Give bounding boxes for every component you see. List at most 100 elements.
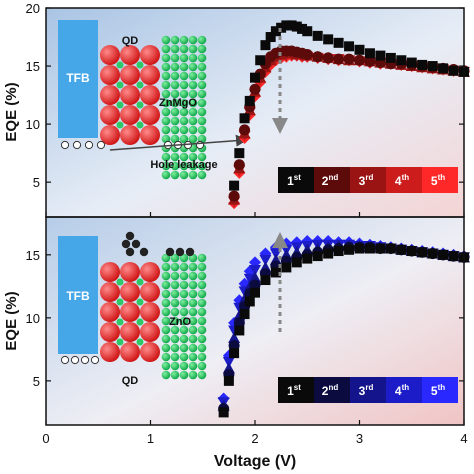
qd-particle — [140, 322, 160, 342]
etl-nanoparticle — [197, 125, 207, 135]
etl-nanoparticle — [188, 361, 198, 371]
data-point-top-1st-20 — [364, 48, 375, 59]
legend-swatch-4th — [386, 167, 422, 193]
zno-layer — [161, 253, 207, 380]
legend-swatch-1st — [278, 377, 314, 403]
etl-nanoparticle — [170, 98, 180, 108]
qd-interstitial-dot — [116, 278, 124, 286]
etl-nanoparticle — [179, 262, 189, 272]
etl-nanoparticle — [188, 44, 198, 54]
data-point-top-1st-9 — [276, 22, 287, 33]
data-point-bottom-1st-15 — [344, 244, 355, 255]
data-point-bottom-1st-0 — [218, 407, 229, 418]
tfb-label-bottom: TFB — [66, 289, 90, 303]
etl-nanoparticle — [170, 307, 180, 317]
electron-dot — [185, 247, 195, 257]
legend-label-5th: 5th — [431, 173, 445, 188]
qd-interstitial-dot — [116, 298, 124, 306]
etl-nanoparticle — [170, 116, 180, 126]
top-device-schematic: TFB QD ZnMgO Hole leakage — [58, 20, 248, 180]
etl-nanoparticle — [197, 361, 207, 371]
etl-nanoparticle — [161, 253, 171, 263]
etl-nanoparticle — [179, 316, 189, 326]
etl-nanoparticle — [197, 289, 207, 299]
etl-nanoparticle — [179, 71, 189, 81]
qd-interstitial-dot — [136, 61, 144, 69]
qd-label-top: QD — [122, 35, 139, 47]
hole-leakage-label: Hole leakage — [150, 159, 217, 171]
qd-interstitial-dot — [116, 318, 124, 326]
etl-nanoparticle — [179, 170, 189, 180]
etl-nanoparticle — [170, 325, 180, 335]
data-point-bottom-1st-16 — [354, 243, 365, 254]
etl-nanoparticle — [179, 152, 189, 162]
data-point-bottom-4th-6 — [249, 264, 261, 276]
etl-nanoparticle — [197, 307, 207, 317]
etl-nanoparticle — [170, 280, 180, 290]
qd-interstitial-dot — [136, 318, 144, 326]
data-point-bottom-3rd-6 — [249, 271, 261, 283]
data-point-top-1st-13 — [297, 23, 308, 34]
etl-nanoparticle — [179, 343, 189, 353]
y-tick-label: 5 — [33, 374, 40, 389]
etl-nanoparticle — [161, 361, 171, 371]
etl-nanoparticle — [170, 298, 180, 308]
etl-nanoparticle — [170, 343, 180, 353]
etl-nanoparticle — [161, 152, 171, 162]
x-axis-label: Voltage (V) — [214, 453, 296, 470]
etl-nanoparticle — [188, 262, 198, 272]
etl-nanoparticle — [188, 370, 198, 380]
data-point-bottom-1st-10 — [291, 257, 302, 268]
qd-particle — [140, 342, 160, 362]
etl-nanoparticle — [188, 307, 198, 317]
data-point-bottom-1st-6 — [250, 287, 260, 298]
legend-swatch-2nd — [314, 167, 350, 193]
x-tick-label: 3 — [356, 431, 363, 446]
y-tick-label: 15 — [26, 59, 40, 74]
data-point-top-1st-25 — [417, 59, 428, 70]
data-point-top-1st-24 — [406, 57, 417, 68]
hole-carrier — [60, 140, 70, 150]
data-point-bottom-1st-5 — [244, 296, 255, 307]
data-point-top-2nd-0 — [228, 190, 240, 202]
qd-interstitial-dot — [116, 121, 124, 129]
qd-interstitial-dot — [116, 61, 124, 69]
etl-nanoparticle — [161, 53, 171, 63]
qd-particle — [100, 322, 120, 342]
bottom-series-marks — [217, 234, 470, 418]
etl-nanoparticle — [197, 298, 207, 308]
etl-nanoparticle — [188, 125, 198, 135]
etl-nanoparticle — [197, 35, 207, 45]
etl-nanoparticle — [188, 352, 198, 362]
etl-nanoparticle — [197, 62, 207, 72]
etl-nanoparticle — [161, 44, 171, 54]
etl-nanoparticle — [161, 62, 171, 72]
data-point-top-1st-27 — [438, 63, 449, 74]
etl-nanoparticle — [170, 262, 180, 272]
electron-dot — [139, 247, 149, 257]
data-point-bottom-1st-7 — [260, 275, 271, 286]
legend-label-3rd: 3rd — [359, 173, 374, 188]
etl-nanoparticle — [197, 280, 207, 290]
etl-nanoparticle — [170, 44, 180, 54]
trend-arrowhead-top — [272, 118, 288, 134]
etl-nanoparticle — [179, 35, 189, 45]
etl-nanoparticle — [197, 170, 207, 180]
data-point-bottom-1st-3 — [234, 325, 245, 336]
qd-interstitial-dot — [136, 101, 144, 109]
qd-interstitial-dot — [136, 121, 144, 129]
hole-row-top — [60, 140, 205, 150]
etl-nanoparticle — [161, 271, 171, 281]
etl-nanoparticle — [188, 62, 198, 72]
legend-label-1st: 1st — [287, 173, 301, 188]
etl-nanoparticle — [170, 80, 180, 90]
data-point-top-2nd-20 — [364, 55, 376, 67]
qd-particle — [120, 262, 140, 282]
etl-nanoparticle — [170, 89, 180, 99]
data-point-top-1st-4 — [250, 72, 260, 83]
legend-swatch-3rd — [350, 377, 386, 403]
etl-nanoparticle — [161, 334, 171, 344]
data-point-bottom-1st-25 — [448, 251, 459, 262]
etl-nanoparticle — [161, 316, 171, 326]
legend-label-5th: 5th — [431, 383, 445, 398]
